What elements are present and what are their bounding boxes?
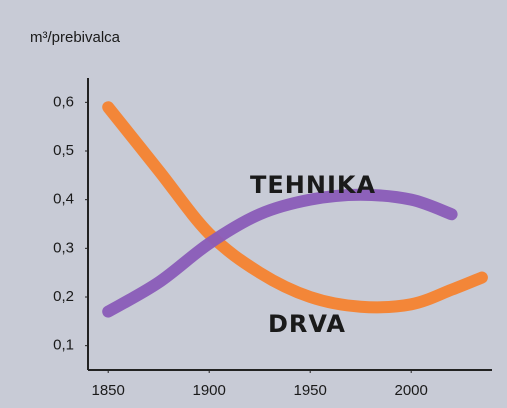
series-label: DRVA xyxy=(268,310,346,338)
y-tick-label: 0,2 xyxy=(53,288,74,305)
y-tick-label: 0,1 xyxy=(53,337,74,354)
y-axis-label: m³/prebivalca xyxy=(30,29,121,46)
series-label: TEHNIKA xyxy=(250,171,376,199)
series-line xyxy=(102,101,488,314)
x-tick-label: 1900 xyxy=(193,382,226,399)
y-tick-label: 0,5 xyxy=(53,142,74,159)
y-tick-label: 0,6 xyxy=(53,93,74,110)
y-tick-label: 0,3 xyxy=(53,239,74,256)
x-tick-label: 1950 xyxy=(294,382,327,399)
x-tick-label: 1850 xyxy=(92,382,125,399)
series-line xyxy=(102,188,458,318)
x-tick-label: 2000 xyxy=(395,382,428,399)
y-tick-label: 0,4 xyxy=(53,191,74,208)
